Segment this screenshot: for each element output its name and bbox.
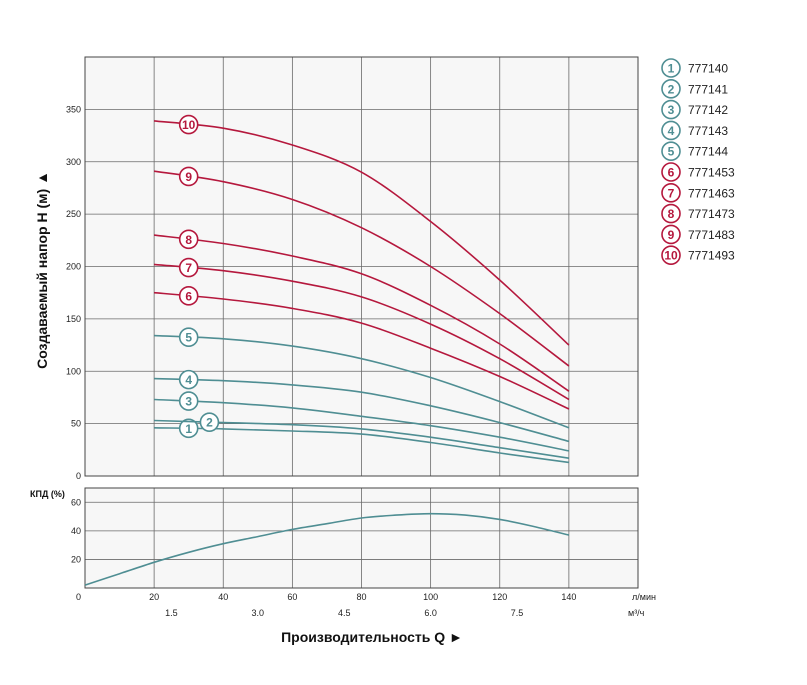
legend-marker-5 <box>661 141 681 161</box>
flow-tick-label: 20 <box>149 592 159 602</box>
legend-marker-label-9: 9 <box>668 228 675 242</box>
legend-marker-label-2: 2 <box>668 82 675 96</box>
curve-marker-9 <box>178 166 199 187</box>
flow-m3h-tick-label: 1.5 <box>165 608 178 618</box>
flow-m3h-tick-label: 6.0 <box>424 608 437 618</box>
head-y-tick-label: 250 <box>66 209 81 219</box>
head-curve-3 <box>154 398 570 452</box>
legend-marker-label-10: 10 <box>664 249 678 263</box>
legend-marker-label-6: 6 <box>668 166 675 180</box>
legend-marker-4 <box>661 120 681 141</box>
efficiency-y-tick-label: 40 <box>71 526 81 536</box>
efficiency-plot-frame <box>84 487 639 589</box>
head-curve-2 <box>154 419 570 459</box>
curve-marker-label-4: 4 <box>185 373 192 387</box>
head-curve-5 <box>154 334 570 429</box>
legend-marker-label-5: 5 <box>668 145 675 159</box>
flow-tick-label: 100 <box>423 592 438 602</box>
curve-marker-6 <box>178 286 199 306</box>
flow-unit-lpm: л/мин <box>632 592 656 602</box>
flow-tick-label: 60 <box>287 592 297 602</box>
head-axis-title: Создаваемый напор H (м) ▲ <box>34 171 50 369</box>
curve-marker-2 <box>199 412 220 432</box>
curve-marker-4 <box>178 369 199 390</box>
legend-marker-10 <box>661 245 681 265</box>
efficiency-y-tick-label: 60 <box>71 497 81 507</box>
head-y-tick-label: 150 <box>66 314 81 324</box>
head-y-tick-label: 50 <box>71 419 81 429</box>
legend-marker-7 <box>661 183 681 203</box>
legend-marker-1 <box>661 58 681 78</box>
curve-marker-10 <box>178 114 199 135</box>
curve-marker-label-5: 5 <box>185 331 192 345</box>
efficiency-curve <box>84 512 570 586</box>
legend-code-5: 777144 <box>688 145 728 159</box>
flow-m3h-tick-label: 7.5 <box>511 608 524 618</box>
head-curve-7 <box>154 263 570 401</box>
flow-tick-label: 80 <box>356 592 366 602</box>
legend-marker-6 <box>661 162 681 182</box>
legend-marker-9 <box>661 224 681 245</box>
head-curve-1 <box>154 427 570 464</box>
head-curve-6 <box>154 291 570 410</box>
head-y-tick-label: 350 <box>66 104 81 114</box>
curve-marker-5 <box>178 327 199 348</box>
efficiency-y-tick-label: 20 <box>71 554 81 564</box>
head-curve-8 <box>154 234 570 392</box>
legend-marker-8 <box>661 203 681 224</box>
legend-marker-label-3: 3 <box>668 103 675 117</box>
curve-marker-label-7: 7 <box>185 261 192 275</box>
curve-marker-3 <box>178 391 199 411</box>
legend-code-9: 7771483 <box>688 228 735 242</box>
legend-code-2: 777141 <box>688 82 728 96</box>
flow-tick-label: 0 <box>76 592 81 602</box>
flow-unit-m3h: м³/ч <box>628 608 645 618</box>
flow-axis-title: Производительность Q ► <box>281 629 463 645</box>
curve-marker-label-2: 2 <box>206 416 213 430</box>
head-curve-9 <box>153 170 570 367</box>
head-y-tick-label: 100 <box>66 366 81 376</box>
legend: 1 777140 2 777141 3 777142 4 777143 5 777144 6 7771… <box>661 58 735 265</box>
legend-code-10: 7771493 <box>688 249 735 263</box>
legend-marker-label-4: 4 <box>668 124 675 138</box>
legend-code-6: 7771453 <box>688 166 735 180</box>
head-y-tick-label: 200 <box>66 262 81 272</box>
flow-tick-label: 120 <box>492 592 507 602</box>
head-curve-4 <box>154 377 570 443</box>
curve-marker-label-8: 8 <box>185 233 192 247</box>
legend-marker-2 <box>661 79 681 99</box>
legend-code-7: 7771463 <box>688 186 735 200</box>
curve-marker-label-10: 10 <box>182 118 196 132</box>
flow-m3h-tick-label: 3.0 <box>252 608 265 618</box>
curve-marker-label-9: 9 <box>185 170 192 184</box>
efficiency-plot: 0 20 40 60 80 100 120 140 20 40 60 1.5 3.0 4.5 6.0 7.5 <box>71 487 639 618</box>
curve-marker-label-6: 6 <box>185 289 192 303</box>
curve-marker-label-1: 1 <box>185 422 192 436</box>
curve-marker-label-3: 3 <box>185 395 192 409</box>
flow-m3h-tick-label: 4.5 <box>338 608 351 618</box>
head-plot-frame <box>84 56 639 477</box>
flow-tick-label: 40 <box>218 592 228 602</box>
legend-code-1: 777140 <box>688 62 728 76</box>
legend-code-8: 7771473 <box>688 207 735 221</box>
head-y-tick-label: 0 <box>76 471 81 481</box>
curve-marker-1 <box>178 418 199 439</box>
flow-tick-label: 140 <box>561 592 576 602</box>
curve-marker-7 <box>178 257 199 278</box>
efficiency-axis-title: КПД (%) <box>30 489 65 499</box>
legend-marker-label-7: 7 <box>668 186 675 200</box>
head-curve-10 <box>154 120 570 346</box>
legend-code-4: 777143 <box>688 124 728 138</box>
head-plot: 0 50 100 150 200 250 300 350 1 23 4 5 6 7 8 9 10 <box>66 56 639 481</box>
legend-marker-label-1: 1 <box>668 62 675 76</box>
curve-marker-8 <box>178 229 199 250</box>
head-y-tick-label: 300 <box>66 157 81 167</box>
legend-marker-label-8: 8 <box>668 207 675 221</box>
legend-marker-3 <box>661 99 681 120</box>
legend-code-3: 777142 <box>688 103 728 117</box>
